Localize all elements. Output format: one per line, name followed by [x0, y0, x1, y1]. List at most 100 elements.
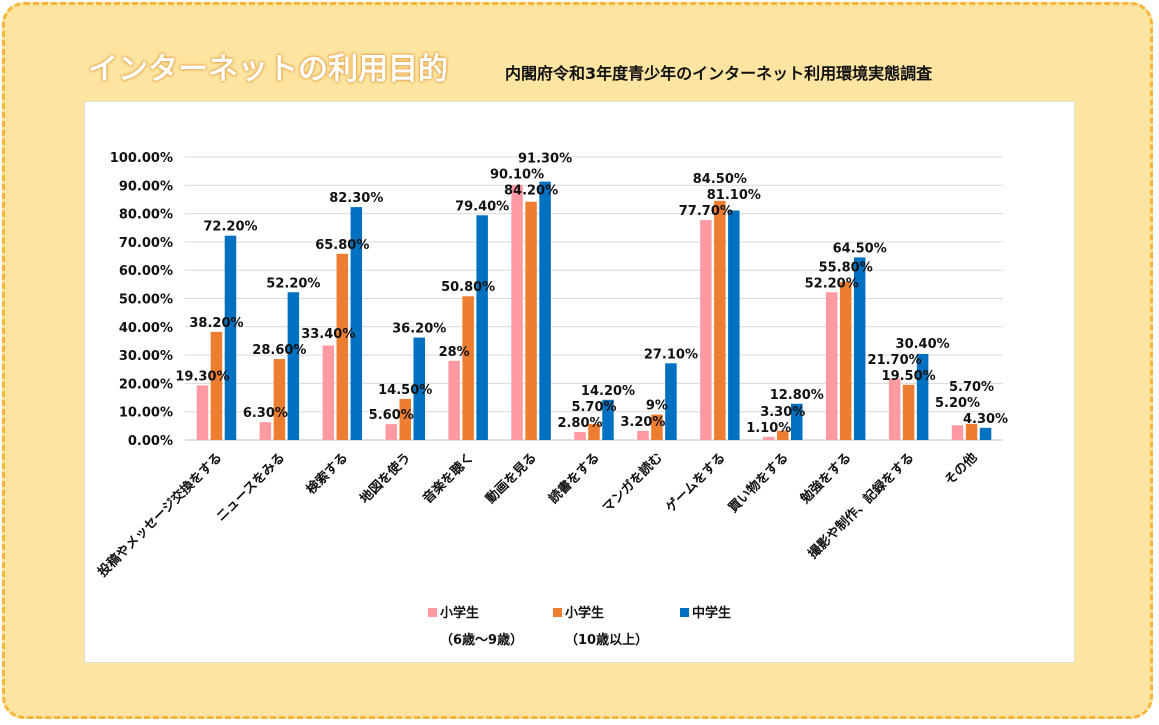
data-label: 21.70%: [868, 353, 922, 368]
bar: [350, 207, 363, 440]
data-label: 33.40%: [301, 327, 355, 342]
data-label: 50.80%: [441, 280, 495, 295]
data-label: 4.30%: [963, 412, 1008, 427]
data-label: 5.60%: [369, 408, 414, 423]
data-label: 52.20%: [266, 276, 320, 291]
page-title: インターネットの利用目的: [88, 52, 448, 87]
bar: [336, 253, 349, 440]
data-label: 5.70%: [571, 400, 616, 415]
x-tick-label: 撮影や制作、記録をする: [805, 450, 917, 562]
bar: [916, 353, 929, 440]
bar: [965, 423, 978, 440]
bar: [462, 296, 474, 440]
data-label: 91.30%: [518, 151, 572, 166]
bar: [853, 257, 866, 440]
data-label: 77.70%: [679, 204, 733, 219]
data-label: 72.20%: [203, 220, 257, 235]
bar: [951, 425, 964, 440]
data-label: 27.10%: [644, 347, 698, 362]
data-label: 2.80%: [557, 416, 602, 431]
x-tick-label: ゲームをする: [662, 450, 728, 516]
bar: [791, 403, 803, 440]
y-tick-label: 10.00%: [119, 406, 173, 421]
data-label: 9%: [646, 399, 668, 414]
bar: [448, 360, 460, 440]
legend-swatch: [428, 608, 437, 617]
data-label: 5.20%: [935, 396, 980, 411]
bar: [839, 282, 852, 440]
data-label: 3.20%: [620, 415, 665, 430]
y-tick-label: 90.00%: [119, 179, 173, 194]
legend-swatch: [553, 608, 562, 617]
bar: [574, 432, 586, 440]
x-tick-label: 音楽を聴く: [420, 450, 477, 507]
bar: [700, 220, 712, 440]
data-label: 55.80%: [819, 260, 873, 275]
x-tick-label: その他: [941, 450, 980, 489]
bar: [637, 430, 649, 440]
x-tick-label: マンガを読む: [599, 450, 665, 516]
bar: [777, 430, 789, 440]
data-label: 81.10%: [707, 188, 761, 203]
data-label: 28%: [439, 345, 470, 360]
data-label: 14.50%: [378, 383, 432, 398]
chart-panel: [84, 101, 1075, 663]
bar: [602, 399, 614, 440]
data-label: 84.50%: [693, 172, 747, 187]
y-tick-label: 40.00%: [119, 321, 173, 336]
x-tick-label: 勉強をする: [797, 450, 855, 508]
x-tick-label: 地図を使う: [357, 450, 414, 507]
bar: [196, 385, 209, 440]
y-tick-label: 30.00%: [119, 349, 173, 364]
bar: [413, 337, 425, 440]
data-label: 90.10%: [490, 167, 544, 182]
bar: [287, 292, 300, 440]
data-label: 38.20%: [189, 316, 243, 331]
bar: [888, 378, 901, 440]
bar: [273, 359, 286, 440]
data-label: 1.10%: [746, 421, 791, 436]
bar: [385, 424, 397, 440]
x-tick-label: 買い物をする: [725, 450, 791, 516]
bar: [525, 201, 537, 440]
bar: [511, 185, 523, 440]
legend-sublabel: （10歳以上）: [565, 632, 648, 648]
y-tick-label: 50.00%: [119, 293, 173, 308]
x-tick-label: ニュースをみる: [214, 450, 289, 525]
bar: [902, 384, 915, 440]
bar: [588, 423, 600, 440]
legend-label: 小学生: [440, 605, 479, 621]
bar: [651, 414, 663, 440]
y-tick-label: 60.00%: [119, 264, 173, 279]
bar: [714, 200, 726, 440]
bar: [763, 436, 775, 440]
data-label: 84.20%: [504, 183, 558, 198]
bar: [224, 235, 237, 440]
data-label: 30.40%: [896, 337, 950, 352]
bar: [210, 331, 223, 440]
legend-label: 中学生: [692, 605, 731, 621]
y-tick-label: 80.00%: [119, 208, 173, 223]
bar: [825, 292, 838, 440]
bar: [539, 181, 551, 440]
data-label: 52.20%: [805, 276, 859, 291]
y-tick-label: 70.00%: [119, 236, 173, 251]
data-label: 6.30%: [243, 406, 288, 421]
data-label: 36.20%: [392, 322, 446, 337]
data-label: 82.30%: [329, 191, 383, 206]
data-label: 79.40%: [455, 199, 509, 214]
data-label: 64.50%: [833, 241, 887, 256]
bar: [259, 422, 272, 440]
subtitle: 内閣府令和3年度青少年のインターネット利用環境実態調査: [505, 64, 933, 83]
data-label: 65.80%: [315, 238, 369, 253]
x-tick-label: 動画を見る: [483, 450, 540, 507]
data-label: 19.50%: [882, 369, 936, 384]
bar: [476, 215, 488, 440]
y-tick-label: 100.00%: [110, 151, 173, 166]
bar: [322, 345, 335, 440]
legend-sublabel: （6歳～9歳）: [440, 632, 523, 648]
data-label: 14.20%: [581, 384, 635, 399]
legend-label: 小学生: [565, 605, 604, 621]
data-label: 28.60%: [252, 343, 306, 358]
